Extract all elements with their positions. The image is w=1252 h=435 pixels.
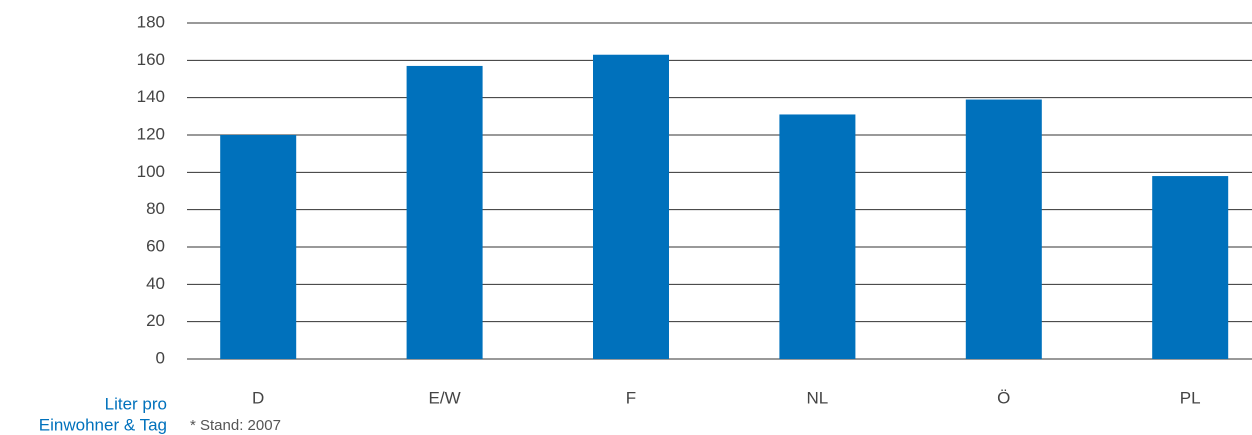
- bar: [1152, 176, 1229, 359]
- x-tick-label: Ö: [997, 388, 1010, 407]
- bar: [220, 135, 297, 359]
- y-axis-label: Einwohner & Tag: [39, 415, 167, 434]
- y-tick-label: 140: [137, 87, 165, 106]
- bar: [593, 54, 669, 359]
- y-tick-label: 180: [137, 12, 165, 31]
- bar: [779, 114, 856, 359]
- y-tick-label: 20: [146, 311, 165, 330]
- y-tick-label: 100: [137, 162, 165, 181]
- y-tick-label: 0: [156, 348, 165, 367]
- x-tick-label: D: [252, 388, 264, 407]
- y-tick-label: 120: [137, 124, 165, 143]
- footnote: * Stand: 2007: [190, 417, 281, 434]
- x-tick-label: PL: [1180, 388, 1201, 407]
- y-tick-label: 160: [137, 50, 165, 69]
- x-tick-label: E/W: [429, 388, 461, 407]
- x-tick-label: F: [626, 388, 636, 407]
- y-tick-label: 80: [146, 199, 165, 218]
- bar: [965, 99, 1042, 360]
- bar: [406, 65, 483, 359]
- y-tick-label: 60: [146, 236, 165, 255]
- x-tick-label: NL: [807, 388, 829, 407]
- y-axis-label: Liter pro: [105, 394, 167, 413]
- y-tick-label: 40: [146, 274, 165, 293]
